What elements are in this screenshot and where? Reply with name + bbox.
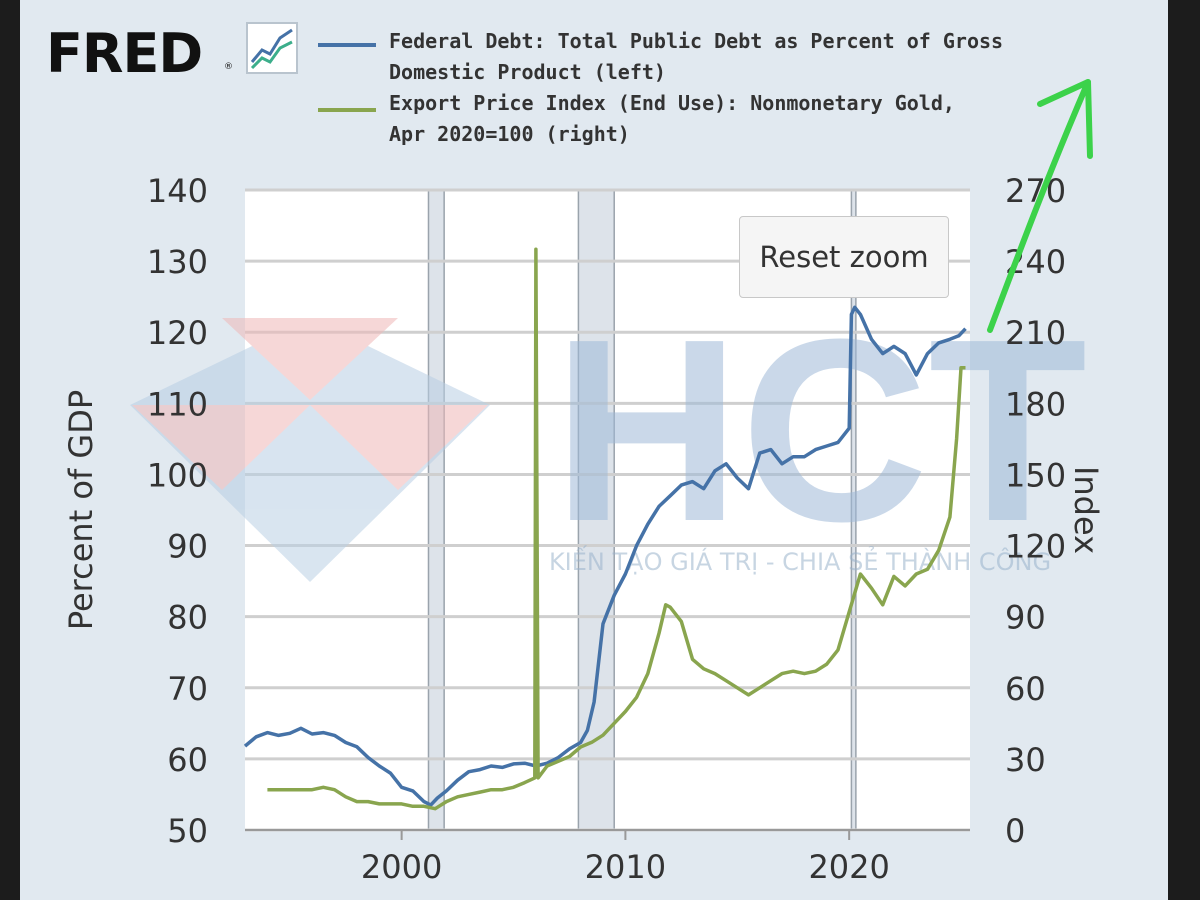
left-tick-label: 120 (147, 314, 208, 352)
right-tick-label: 60 (1005, 670, 1046, 708)
left-tick-label: 140 (147, 172, 208, 210)
right-tick-label: 30 (1005, 741, 1046, 779)
x-tick-label: 2010 (585, 848, 666, 886)
watermark-triangle-top (222, 318, 398, 400)
hct-watermark: HCT KIẾN TẠO GIÁ TRỊ - CHIA SẺ THÀNH CÔN… (130, 286, 1087, 582)
legend-label-debt-line-2: Domestic Product (left) (389, 60, 666, 84)
right-tick-label: 210 (1005, 314, 1066, 352)
left-axis-title: Percent of GDP (62, 390, 100, 630)
legend-label-debt-line-1: Federal Debt: Total Public Debt as Perce… (389, 29, 1004, 53)
right-tick-label: 180 (1005, 385, 1066, 423)
registered-mark: ® (224, 62, 233, 72)
legend-label-gold-line-1: Export Price Index (End Use): Nonmonetar… (389, 91, 955, 115)
watermark-triangle-left (132, 405, 310, 490)
legend-swatch-gold (318, 108, 376, 112)
series-line-gold-price (267, 247, 966, 811)
right-tick-label: 120 (1005, 528, 1066, 566)
legend-label-gold-line-2: Apr 2020=100 (right) (389, 122, 630, 146)
left-tick-label: 50 (167, 812, 208, 850)
watermark-letters: HCT (553, 286, 1087, 576)
reset-zoom-button[interactable]: Reset zoom (739, 216, 949, 298)
legend-label-debt[interactable]: Federal Debt: Total Public Debt as Perce… (389, 26, 1089, 88)
recession-bands (427, 190, 857, 830)
x-tick-label: 2000 (361, 848, 442, 886)
ticks-layer: 50 60 70 80 90 100 110 120 130 140 0 30 60 90 120 150 18… (147, 172, 1066, 886)
right-tick-label: 150 (1005, 456, 1066, 494)
right-tick-label: 90 (1005, 599, 1046, 637)
annotation-arrow-head (1037, 79, 1093, 159)
watermark-diamond (130, 318, 490, 582)
right-axis-title: Index (1067, 466, 1105, 554)
trend-chart-icon (246, 22, 298, 74)
recession-band (428, 190, 445, 830)
watermark-tagline: KIẾN TẠO GIÁ TRỊ - CHIA SẺ THÀNH CÔNG (549, 544, 1051, 576)
left-tick-label: 60 (167, 741, 208, 779)
left-tick-label: 110 (147, 385, 208, 423)
left-tick-label: 70 (167, 670, 208, 708)
series-line-federal-debt (243, 305, 967, 807)
left-tick-label: 100 (147, 456, 208, 494)
watermark-triangle-right (310, 405, 488, 490)
annotation-arrow-shaft (987, 79, 1091, 333)
recession-band (851, 190, 856, 830)
right-tick-label: 0 (1005, 812, 1025, 850)
left-tick-label: 80 (167, 599, 208, 637)
left-tick-label: 130 (147, 243, 208, 281)
series-layer (243, 247, 967, 811)
recession-band (578, 190, 615, 830)
x-tick-label: 2020 (808, 848, 889, 886)
legend-swatch-debt (318, 43, 376, 47)
fred-logo[interactable]: FRED (46, 22, 203, 85)
left-tick-label: 90 (167, 528, 208, 566)
legend-label-gold[interactable]: Export Price Index (End Use): Nonmonetar… (389, 88, 1089, 150)
